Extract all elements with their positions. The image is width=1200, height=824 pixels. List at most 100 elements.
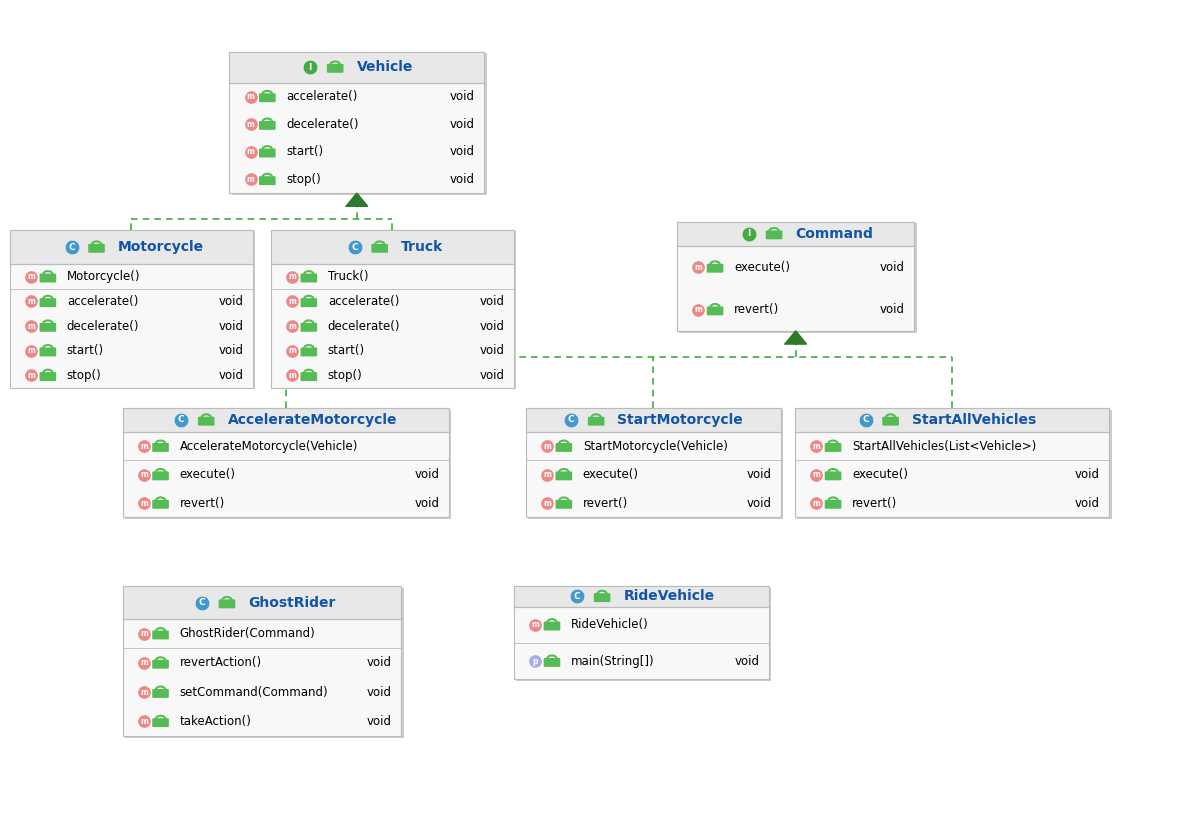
Text: revert(): revert() xyxy=(583,497,628,509)
Text: C: C xyxy=(352,242,358,251)
Text: GhostRider(Command): GhostRider(Command) xyxy=(180,627,316,640)
Text: void: void xyxy=(1075,468,1100,481)
Point xyxy=(283,320,302,333)
Point xyxy=(346,241,365,254)
FancyBboxPatch shape xyxy=(229,52,485,194)
Text: void: void xyxy=(414,497,439,509)
FancyBboxPatch shape xyxy=(125,588,403,737)
Text: decelerate(): decelerate() xyxy=(287,118,359,131)
Point xyxy=(241,145,260,158)
Text: m: m xyxy=(247,92,254,101)
Point xyxy=(134,715,154,728)
Text: void: void xyxy=(450,90,475,103)
Text: void: void xyxy=(218,369,244,382)
Point xyxy=(134,657,154,670)
FancyBboxPatch shape xyxy=(544,621,560,630)
Text: void: void xyxy=(367,715,392,728)
Text: m: m xyxy=(695,305,702,314)
FancyBboxPatch shape xyxy=(125,410,451,519)
Point xyxy=(134,627,154,640)
FancyBboxPatch shape xyxy=(300,274,317,283)
FancyBboxPatch shape xyxy=(10,230,253,388)
Polygon shape xyxy=(785,331,806,344)
Point xyxy=(283,369,302,382)
FancyBboxPatch shape xyxy=(152,471,169,480)
Text: start(): start() xyxy=(328,344,365,358)
Text: m: m xyxy=(140,658,148,667)
Point xyxy=(134,468,154,481)
Text: m: m xyxy=(247,175,254,184)
FancyBboxPatch shape xyxy=(271,230,514,265)
Text: m: m xyxy=(288,346,296,355)
FancyBboxPatch shape xyxy=(594,593,611,602)
Text: takeAction(): takeAction() xyxy=(180,715,251,728)
Text: start(): start() xyxy=(287,145,323,158)
Point xyxy=(283,295,302,308)
Point xyxy=(806,497,826,510)
Text: AccelerateMotorcycle(Vehicle): AccelerateMotorcycle(Vehicle) xyxy=(180,440,358,452)
FancyBboxPatch shape xyxy=(824,443,841,452)
FancyBboxPatch shape xyxy=(824,471,841,480)
Text: m: m xyxy=(544,471,551,480)
FancyBboxPatch shape xyxy=(514,586,769,679)
Text: m: m xyxy=(140,688,148,697)
Text: m: m xyxy=(140,442,148,451)
FancyBboxPatch shape xyxy=(259,176,276,185)
Point xyxy=(301,60,320,73)
Text: StartMotorcycle(Vehicle): StartMotorcycle(Vehicle) xyxy=(583,440,727,452)
FancyBboxPatch shape xyxy=(882,417,899,426)
Text: RideVehicle(): RideVehicle() xyxy=(571,618,649,631)
Polygon shape xyxy=(346,194,367,206)
Point xyxy=(283,344,302,358)
FancyBboxPatch shape xyxy=(679,223,917,333)
Text: accelerate(): accelerate() xyxy=(287,90,358,103)
Text: stop(): stop() xyxy=(287,173,322,186)
Text: main(String[]): main(String[]) xyxy=(571,655,654,667)
Text: I: I xyxy=(748,229,751,238)
Point xyxy=(689,303,708,316)
FancyBboxPatch shape xyxy=(824,500,841,508)
FancyBboxPatch shape xyxy=(300,323,317,332)
FancyBboxPatch shape xyxy=(516,588,772,681)
FancyBboxPatch shape xyxy=(40,274,56,283)
Point xyxy=(806,440,826,453)
Text: Vehicle: Vehicle xyxy=(356,60,413,74)
Text: stop(): stop() xyxy=(328,369,362,382)
Text: void: void xyxy=(746,468,772,481)
Text: m: m xyxy=(140,499,148,508)
Text: I: I xyxy=(308,63,312,72)
FancyBboxPatch shape xyxy=(766,231,782,239)
Text: execute(): execute() xyxy=(180,468,235,481)
Text: Truck(): Truck() xyxy=(328,270,368,283)
Point xyxy=(241,90,260,103)
Text: GhostRider: GhostRider xyxy=(248,596,336,610)
Text: stop(): stop() xyxy=(67,369,102,382)
FancyBboxPatch shape xyxy=(152,719,169,727)
Point xyxy=(22,369,41,382)
FancyBboxPatch shape xyxy=(152,500,169,508)
Point xyxy=(283,270,302,283)
Point xyxy=(172,414,191,427)
Point xyxy=(538,497,557,510)
Text: m: m xyxy=(288,371,296,380)
Text: revert(): revert() xyxy=(180,497,224,509)
Text: m: m xyxy=(288,297,296,306)
Text: m: m xyxy=(140,717,148,726)
Point xyxy=(22,344,41,358)
Text: void: void xyxy=(746,497,772,509)
Text: C: C xyxy=(68,242,74,251)
Point xyxy=(134,440,154,453)
FancyBboxPatch shape xyxy=(528,410,784,519)
Text: decelerate(): decelerate() xyxy=(67,320,139,333)
Text: void: void xyxy=(734,655,760,667)
FancyBboxPatch shape xyxy=(259,121,276,130)
Point xyxy=(526,654,545,667)
Text: revert(): revert() xyxy=(734,303,779,316)
Text: m: m xyxy=(288,272,296,281)
FancyBboxPatch shape xyxy=(300,372,317,381)
Text: C: C xyxy=(199,598,205,607)
Text: execute(): execute() xyxy=(734,260,790,274)
Text: m: m xyxy=(812,442,821,451)
Point xyxy=(562,414,581,427)
Text: m: m xyxy=(247,119,254,129)
